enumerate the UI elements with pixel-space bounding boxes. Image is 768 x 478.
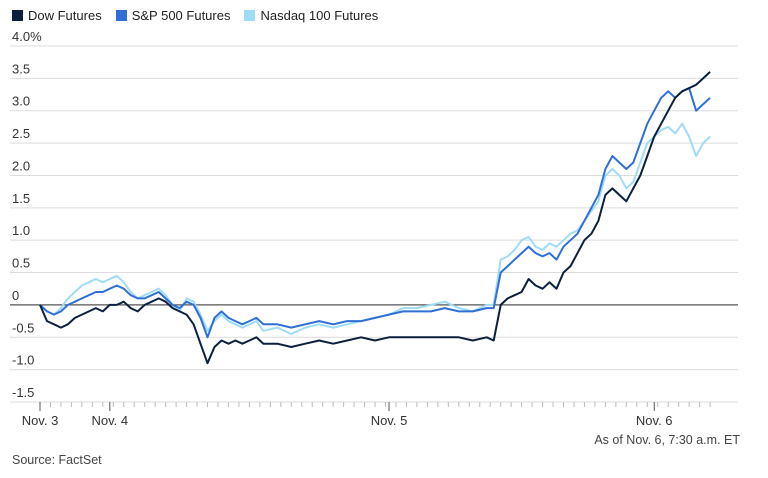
y-tick-label: 0.5 [12,256,30,271]
legend-label: Nasdaq 100 Futures [260,8,379,23]
x-tick-label: Nov. 3 [22,413,59,428]
y-tick-label: 2.5 [12,126,30,141]
legend-item: S&P 500 Futures [115,8,231,23]
x-tick-label: Nov. 6 [636,413,673,428]
series-line [39,87,711,339]
y-tick-label: -0.5 [12,320,34,335]
source-note: Source: FactSet [12,453,102,467]
y-tick-label: -1.0 [12,353,34,368]
y-tick-label: 3.5 [12,61,30,76]
y-tick-label: 0 [12,288,19,303]
legend-label: S&P 500 Futures [131,8,231,23]
y-tick-label: 4.0% [12,29,42,44]
y-tick-label: 2.0 [12,158,30,173]
series-lines [39,71,711,365]
y-tick-label: 1.0 [12,223,30,238]
y-tick-label: -1.5 [12,385,34,400]
legend-swatch [244,10,256,21]
series-line [39,122,711,335]
as-of-note: As of Nov. 6, 7:30 a.m. ET [594,433,740,447]
y-axis: 4.0% 3.5 3.0 2.5 2.0 1.5 1.0 0.5 0 -0.5 -1.0 -1.5 [12,29,42,400]
series-line [39,71,711,365]
x-axis: Nov. 3 Nov. 4 Nov. 5 Nov. 6 [22,402,711,428]
legend-swatch [115,10,127,21]
chart-legend: Dow Futures S&P 500 Futures Nasdaq 100 Fut… [12,8,378,23]
y-tick-label: 1.5 [12,191,30,206]
x-tick-label: Nov. 4 [91,413,128,428]
legend-item: Nasdaq 100 Futures [244,8,378,23]
legend-label: Dow Futures [28,8,102,23]
x-tick-label: Nov. 5 [371,413,408,428]
gridlines [10,45,738,403]
y-tick-label: 3.0 [12,94,30,109]
legend-swatch [12,10,23,21]
legend-item: Dow Futures [12,8,102,23]
